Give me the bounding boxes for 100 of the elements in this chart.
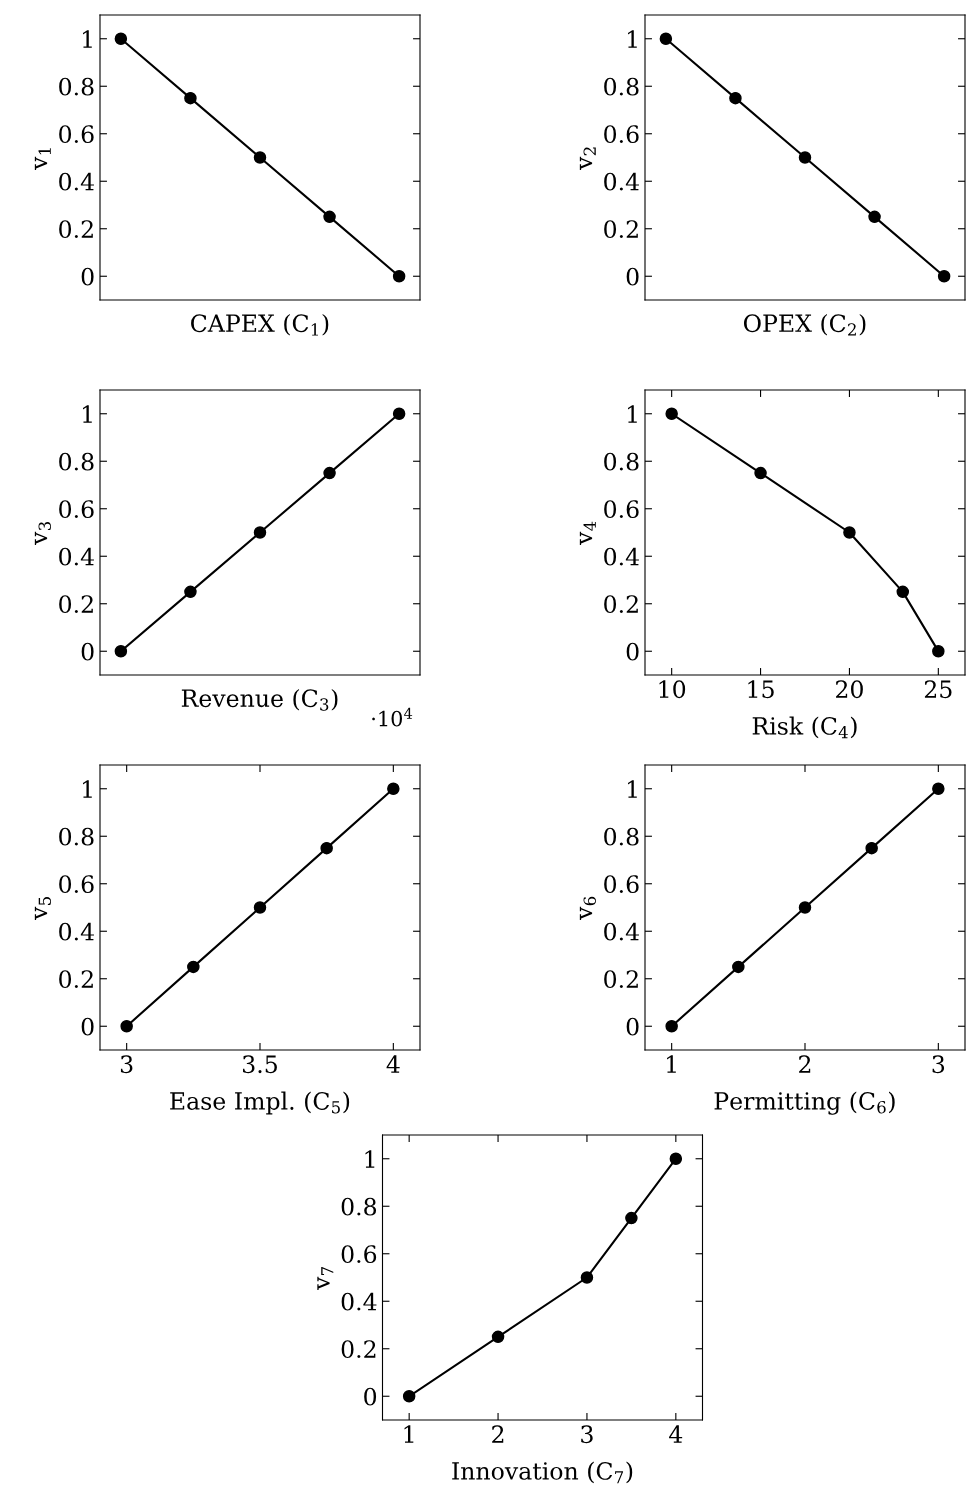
y-tick-label: 0.2 [59, 220, 93, 239]
point [729, 91, 742, 105]
x-tick-label: 3 [120, 1055, 133, 1074]
point [665, 1019, 678, 1033]
y-axis-title: v$_{7}$ [317, 1267, 334, 1290]
point [253, 151, 267, 164]
y-tick-label: 0 [81, 1017, 94, 1036]
point [868, 210, 881, 224]
point [865, 841, 878, 855]
point [798, 151, 812, 164]
y-tick-label: 0.8 [604, 452, 639, 471]
x-axis-title: Risk (C$_{4}$) [752, 716, 857, 739]
point [402, 1389, 416, 1403]
y-tick-label: 0.6 [59, 875, 94, 894]
point [392, 269, 406, 283]
point [387, 782, 400, 796]
point [732, 960, 745, 974]
y-tick-label: 0.4 [341, 1292, 377, 1311]
point [798, 901, 812, 914]
x-axis-title: Permitting (C$_{6}$) [714, 1091, 895, 1115]
point [625, 1211, 638, 1225]
y-tick-label: 0.8 [59, 827, 94, 846]
y-tick-label: 0.2 [341, 1340, 376, 1359]
y-tick-label: 0 [364, 1387, 377, 1406]
y-tick-label: 0 [626, 642, 639, 661]
point [184, 585, 197, 599]
y-axis-title: v$_{4}$ [579, 521, 596, 545]
point [896, 585, 910, 599]
x-tick-label: 15 [748, 680, 774, 699]
y-tick-label: 1 [628, 30, 637, 48]
x-axis-title: OPEX (C$_{2}$) [743, 313, 866, 336]
y-tick-label: 0.4 [59, 172, 94, 191]
point [320, 841, 333, 855]
y-tick-label: 0.2 [604, 595, 638, 614]
y-tick-label: 0.2 [604, 970, 638, 989]
point [114, 644, 128, 658]
x-tick-label: 20 [836, 680, 863, 699]
point [843, 526, 856, 539]
y-axis-title: v$_{3}$ [34, 522, 52, 545]
x-axis-title: Ease Impl. (C$_{5}$) [170, 1091, 350, 1115]
y-tick-label: 0.6 [604, 500, 639, 519]
point [184, 91, 197, 105]
y-tick-label: 0 [81, 642, 94, 661]
point [932, 782, 945, 796]
x-tick-label: 3 [932, 1055, 945, 1074]
point [937, 269, 951, 283]
y-tick-label: 0.4 [604, 547, 639, 566]
y-tick-label: 0.6 [59, 125, 94, 144]
point [323, 466, 336, 480]
y-tick-label: 0.8 [604, 827, 639, 846]
point [114, 32, 128, 46]
x-tick-label: 2 [492, 1425, 504, 1443]
point [659, 32, 673, 46]
y-tick-label: 1 [83, 405, 92, 423]
point [491, 1330, 505, 1344]
point [187, 960, 200, 974]
x-tick-label: 1 [667, 1055, 676, 1073]
y-tick-label: 0.2 [59, 595, 93, 614]
y-tick-label: 0.4 [59, 547, 94, 566]
y-tick-label: 0 [626, 1017, 639, 1036]
y-tick-label: 0.4 [59, 922, 94, 941]
x-tick-label: 4 [386, 1055, 400, 1073]
y-axis-title: v$_{6}$ [579, 896, 597, 920]
point [392, 407, 406, 421]
x-tick-label: 3 [581, 1425, 593, 1444]
y-tick-label: 0.8 [59, 452, 94, 471]
text: ·10$^{4}$ [372, 707, 413, 727]
x-tick-label: 25 [924, 680, 952, 699]
x-tick-label: 3.5 [243, 1055, 277, 1074]
x-tick-label: 4 [669, 1425, 683, 1443]
point [669, 1152, 683, 1166]
y-tick-label: 0.6 [59, 500, 94, 519]
x-tick-label: 1 [404, 1425, 414, 1443]
y-tick-label: 0.8 [341, 1197, 377, 1216]
point [580, 1271, 594, 1284]
y-tick-label: 1 [628, 780, 637, 798]
y-tick-label: 1 [83, 30, 92, 48]
point [120, 1019, 133, 1033]
y-tick-label: 0.2 [59, 970, 93, 989]
point [323, 210, 336, 224]
y-tick-label: 0.4 [604, 172, 639, 191]
y-tick-label: 0 [81, 267, 94, 286]
y-tick-label: 0.6 [341, 1245, 377, 1264]
point [253, 526, 267, 539]
x-tick-label: 10 [659, 680, 686, 699]
y-axis-title: v$_{2}$ [579, 147, 596, 170]
y-tick-label: 0.6 [604, 875, 639, 894]
y-tick-label: 1 [628, 405, 637, 423]
y-tick-label: 0.8 [59, 77, 94, 96]
y-tick-label: 0.6 [604, 125, 639, 144]
x-axis-title: Revenue (C$_{3}$) [181, 688, 338, 711]
point [754, 466, 767, 480]
y-tick-label: 0.8 [604, 77, 639, 96]
point [932, 644, 945, 658]
y-axis-title: v$_{5}$ [34, 897, 52, 920]
x-axis-title: CAPEX (C$_{1}$) [191, 313, 329, 336]
y-tick-label: 1 [365, 1150, 375, 1168]
y-tick-label: 0.4 [604, 922, 639, 941]
y-tick-label: 0.2 [604, 220, 638, 239]
x-axis-title: Innovation (C$_{7}$) [452, 1461, 633, 1484]
